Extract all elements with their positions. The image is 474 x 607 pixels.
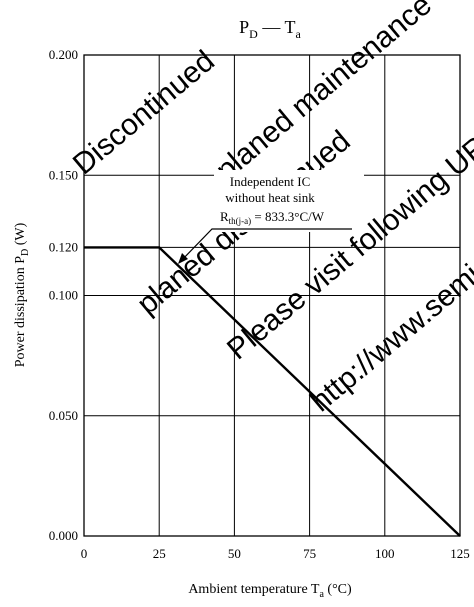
annotation-line-3: Rth(j-a) = 833.3°C/W [220, 209, 325, 226]
annotation-line-2: without heat sink [225, 190, 315, 205]
series-lines [84, 246, 461, 537]
y-tick-label: 0.150 [49, 167, 78, 182]
y-tick-label: 0.200 [49, 47, 78, 62]
y-tick-label: 0.000 [49, 528, 78, 543]
x-axis-label: Ambient temperature Ta (°C) [188, 582, 352, 600]
y-tick-label: 0.050 [49, 408, 78, 423]
annotation-leader [179, 228, 352, 263]
annotation-background [214, 170, 364, 232]
y-axis-label: Power dissipation PD (W) [13, 222, 31, 367]
x-tick-label: 25 [153, 546, 166, 561]
annotation-arrowhead [178, 253, 188, 264]
x-tick-label: 100 [375, 546, 395, 561]
tick-labels: 0 25 50 75 100 125 0.000 0.050 0.100 0.120 0.150 0.… [49, 47, 470, 561]
x-tick-label: 50 [228, 546, 241, 561]
annotation-line-1: Independent IC [230, 174, 311, 189]
y-tick-label: 0.100 [49, 288, 78, 303]
chart-title: PD — Ta [239, 17, 301, 41]
x-tick-label: 75 [303, 546, 316, 561]
plot-frame [83, 54, 461, 537]
watermark-text: Discontinued [67, 44, 221, 181]
x-tick-label: 125 [450, 546, 470, 561]
y-tick-label: 0.120 [49, 239, 78, 254]
power-derating-line [84, 246, 461, 537]
x-tick-label: 0 [81, 546, 88, 561]
